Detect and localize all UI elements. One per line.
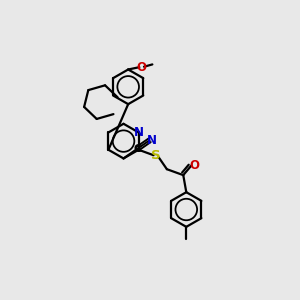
Text: N: N <box>147 134 157 147</box>
Text: C: C <box>133 144 141 154</box>
Text: S: S <box>151 149 160 162</box>
Text: O: O <box>190 159 200 172</box>
Text: N: N <box>134 126 144 139</box>
Text: O: O <box>137 61 147 74</box>
